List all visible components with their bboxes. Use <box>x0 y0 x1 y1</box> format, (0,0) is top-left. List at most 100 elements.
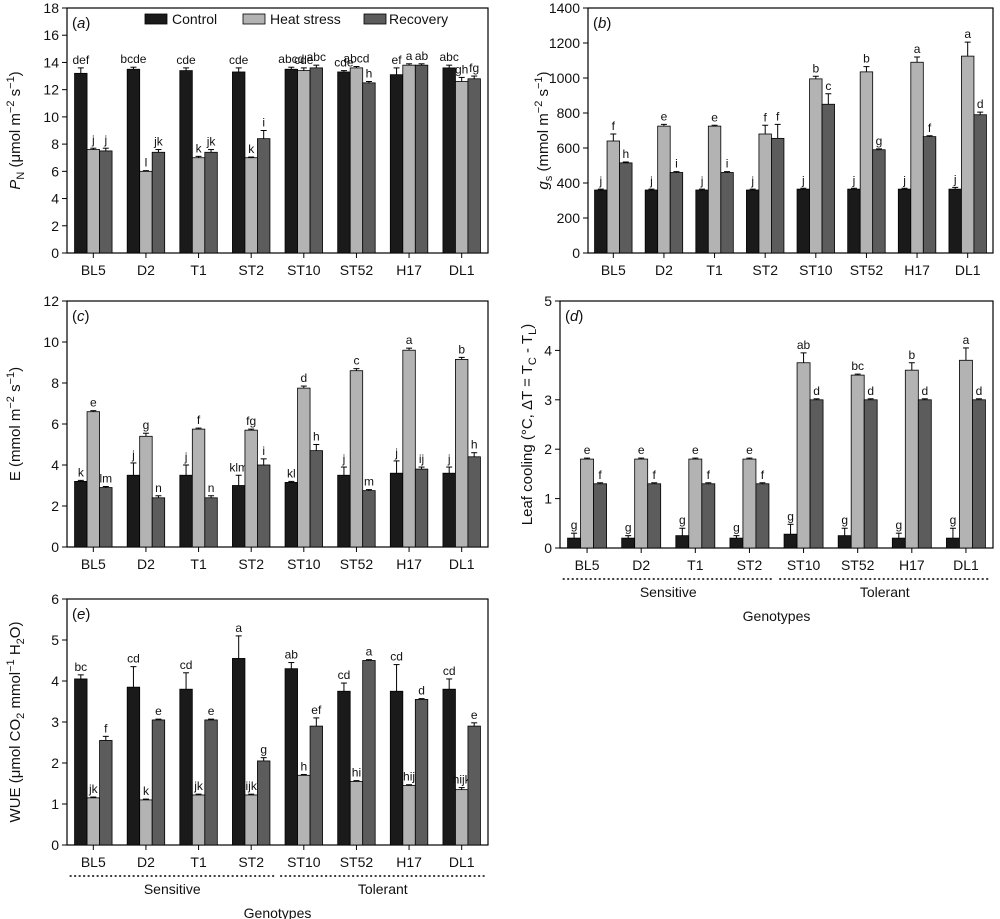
significance-letter: j <box>91 133 95 147</box>
bar <box>442 688 456 846</box>
label-sub: C <box>527 357 539 365</box>
x-tick-label: ST52 <box>340 556 374 572</box>
bar <box>309 67 323 254</box>
label-post: ) <box>519 324 536 329</box>
label-units: (mmol m <box>7 409 24 472</box>
significance-letter: cd <box>390 650 403 664</box>
significance-letter: c <box>825 79 831 93</box>
label-main: E <box>7 471 24 481</box>
bar <box>99 487 113 548</box>
significance-letter: g <box>787 509 794 523</box>
x-tick-label: T1 <box>190 262 207 278</box>
paren: ) <box>85 308 90 325</box>
y-axis-label: Leaf cooling (°C, ΔT = TC - TL) <box>519 324 539 525</box>
label-sub: 2 <box>15 713 27 719</box>
bar <box>191 428 206 548</box>
significance-letter: abc <box>307 50 326 64</box>
significance-letter: f <box>764 110 768 124</box>
significance-letter: hi <box>352 766 361 780</box>
y-tick-label: 1 <box>544 491 552 507</box>
bar <box>644 189 659 254</box>
x-tick-label: T1 <box>687 557 704 573</box>
bar <box>593 483 607 549</box>
bar <box>126 68 141 254</box>
significance-letter: k <box>143 784 150 798</box>
bar <box>771 137 785 254</box>
bar <box>821 103 835 254</box>
panel-label: (d) <box>565 308 583 325</box>
significance-letter: i <box>675 157 678 171</box>
bar <box>809 399 824 549</box>
y-axis-label: WUE (μmol CO2 mmol−1 H2O) <box>5 622 27 823</box>
bar <box>362 660 376 846</box>
group-label: Tolerant <box>358 881 408 897</box>
bar <box>972 399 986 549</box>
significance-letter: lm <box>99 472 112 486</box>
bar <box>948 188 962 254</box>
x-tick-label: ST52 <box>850 262 884 278</box>
bar <box>244 429 258 548</box>
bar <box>284 668 298 846</box>
y-tick-label: 0 <box>544 540 552 556</box>
significance-letter: j <box>342 452 346 466</box>
bar <box>567 537 581 549</box>
bar <box>204 497 218 548</box>
significance-letter: j <box>394 446 398 460</box>
group-label: Sensitive <box>144 881 201 897</box>
bar <box>467 456 481 548</box>
significance-letter: cd <box>127 652 140 666</box>
significance-letter: c <box>353 354 359 368</box>
significance-letter: n <box>208 481 215 495</box>
label-main: Leaf cooling (°C, ΔT = T <box>519 365 536 525</box>
panel-a: 0 2 4 6 8 10 12 14 16 18 BL5 D2 T1 ST2 ST10 ST52 H17 DL1 d… <box>5 0 489 278</box>
y-tick-label: 0 <box>51 539 59 555</box>
significance-letter: j <box>649 174 653 188</box>
x-tick-label: BL5 <box>601 262 626 278</box>
label-sub: L <box>527 329 539 335</box>
bar <box>619 162 633 254</box>
significance-letter: abcd <box>278 52 304 66</box>
x-tick-label: D2 <box>632 557 650 573</box>
significance-letter: e <box>711 110 718 124</box>
significance-letter: hij <box>403 770 415 784</box>
bar <box>232 71 246 254</box>
bar <box>917 399 932 549</box>
bar <box>151 151 166 254</box>
label-units: s <box>7 89 24 101</box>
significance-letter: j <box>700 174 704 188</box>
bar <box>349 781 364 846</box>
bar <box>389 472 404 548</box>
x-tick-label: ST52 <box>340 854 374 870</box>
x-tick-label: T1 <box>706 262 723 278</box>
significance-letter: f <box>104 721 108 735</box>
bar <box>701 483 716 549</box>
significance-letter: h <box>313 430 320 444</box>
significance-letter: a <box>964 27 971 41</box>
significance-letter: j <box>902 173 906 187</box>
bar <box>961 55 975 254</box>
paren: ) <box>85 15 90 32</box>
bar <box>204 151 218 254</box>
y-tick-label: 0 <box>51 837 59 853</box>
panel-letter: e <box>77 606 85 623</box>
bar <box>297 774 311 846</box>
label-units: (μmol m <box>7 113 24 172</box>
significance-letter: j <box>447 452 451 466</box>
significance-letter: ij <box>419 452 424 466</box>
bar <box>414 468 429 548</box>
bar <box>891 537 906 549</box>
significance-letter: ab <box>797 338 811 352</box>
significance-letter: j <box>750 174 754 188</box>
x-tick-label: D2 <box>137 556 155 572</box>
label-main: P <box>7 180 24 190</box>
significance-letter: b <box>908 348 915 362</box>
bar <box>455 359 469 548</box>
significance-letter: a <box>235 621 242 635</box>
bar <box>897 188 912 254</box>
bar <box>720 172 734 254</box>
significance-letter: def <box>72 53 89 67</box>
x-tick-label: D2 <box>655 262 673 278</box>
bar <box>809 78 823 254</box>
y-tick-label: 10 <box>43 109 59 125</box>
bar <box>99 740 113 846</box>
